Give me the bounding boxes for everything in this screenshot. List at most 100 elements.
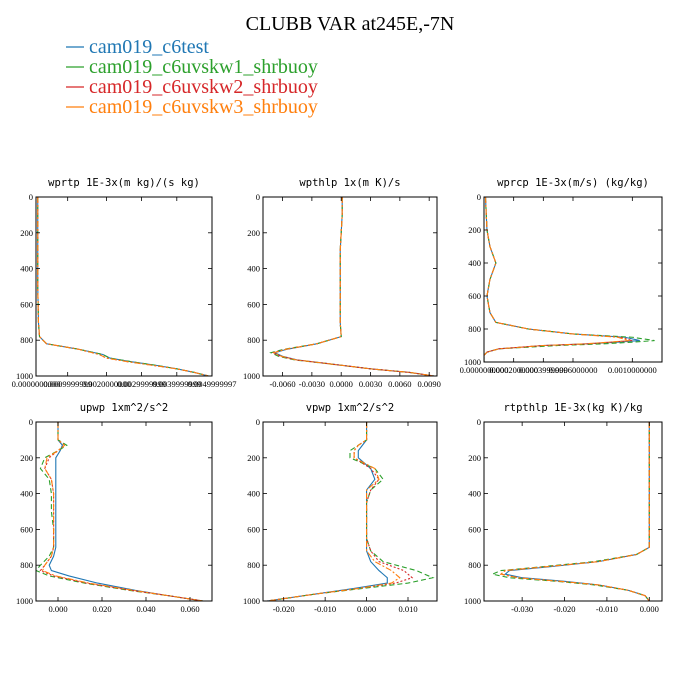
x-tick-label: -0.0030 [299,379,325,389]
y-tick-label: 200 [20,228,33,238]
y-tick-label: 1000 [16,371,33,381]
panel-title: vpwp 1xm^2/s^2 [306,402,395,414]
y-tick-label: 200 [247,453,260,463]
x-tick-label: 0.0003999999 [519,365,568,375]
legend-item: cam019_c6uvskw3_shrbuoy [66,96,318,118]
panels: wprtp 1E-3x(m kg)/(s kg) 0 200 400 600 800 100… [12,177,663,614]
y-tick-label: 200 [468,225,481,235]
x-tick-label: -0.020 [273,604,295,614]
series-line [267,422,401,601]
y-tick-label: 1000 [464,596,481,606]
x-tick-label: 0.040 [136,604,155,614]
series-line [271,197,435,376]
series-line [272,197,435,376]
x-tick-label: -0.030 [511,604,533,614]
panel-title: rtpthlp 1E-3x(kg K)/kg [503,402,642,414]
y-tick-label: 400 [20,489,33,499]
series-line [48,422,204,601]
x-tick-label: 0.000 [640,604,659,614]
plot-frame [483,196,663,363]
panel: wprtp 1E-3x(m kg)/(s kg) 0 200 400 600 800 100… [12,177,237,389]
legend-label: cam019_c6uvskw2_shrbuoy [89,76,318,98]
x-tick-label: -0.020 [554,604,576,614]
y-tick-label: 600 [20,299,33,309]
y-tick-label: 0 [477,417,481,427]
y-tick-label: 600 [468,524,481,534]
x-tick-label: 0.0010000000 [608,365,657,375]
plot-frame [262,196,438,377]
y-tick-label: 800 [468,560,481,570]
x-tick-label: 0.0090 [417,379,440,389]
x-tick-label: 0.0002000000 [489,365,538,375]
y-tick-label: 200 [247,228,260,238]
series-line [36,422,204,601]
x-tick-label: 0.0039999999 [152,379,201,389]
y-tick-label: 1000 [464,357,481,367]
legend: cam019_c6testcam019_c6uvskw1_shrbuoycam0… [66,36,318,118]
series-line [267,422,388,601]
series-group [37,197,209,376]
legend-item: cam019_c6uvskw2_shrbuoy [66,76,318,98]
y-tick-label: 600 [20,524,33,534]
panel-title: wprtp 1E-3x(m kg)/(s kg) [48,177,200,189]
y-tick-label: 0 [29,417,33,427]
x-tick-label: 0.0049999997 [188,379,237,389]
x-tick-label: 0.0000 [330,379,353,389]
series-line [273,197,435,376]
y-tick-label: 1000 [243,596,260,606]
series-line [37,197,209,376]
y-tick-label: 0 [29,192,33,202]
x-tick-label: -0.010 [314,604,336,614]
panel-title: upwp 1xm^2/s^2 [80,402,169,414]
plot-frame [35,196,213,377]
legend-label: cam019_c6uvskw1_shrbuoy [89,56,318,78]
x-tick-label: 0.0020000000 [82,379,131,389]
series-group [490,422,650,601]
y-tick-label: 1000 [243,371,260,381]
y-tick-label: 800 [20,335,33,345]
y-tick-label: 800 [20,560,33,570]
plot-frame [262,421,438,602]
series-line [269,197,435,376]
series-line [490,422,650,601]
series-line [499,422,650,601]
panel: wpthlp 1x(m K)/s 0 200 400 600 800 1000 -0.0060… [243,177,441,389]
series-group [484,197,655,362]
x-tick-label: -0.010 [596,604,618,614]
y-tick-label: 800 [247,335,260,345]
series-line [484,197,640,362]
legend-label: cam019_c6uvskw3_shrbuoy [89,96,318,118]
y-tick-label: 0 [256,417,260,427]
y-tick-label: 600 [247,299,260,309]
y-tick-label: 800 [247,560,260,570]
panel: wprcp 1E-3x(m/s) (kg/kg) 0 200 400 600 800 100… [460,177,663,375]
y-tick-label: 200 [468,453,481,463]
y-tick-label: 400 [468,489,481,499]
x-tick-label: 0.000 [48,604,67,614]
x-tick-label: 0.0009999999 [43,379,92,389]
series-line [499,422,650,601]
x-tick-label: 0.060 [180,604,199,614]
panel: vpwp 1xm^2/s^2 0 200 400 600 800 1000 -0.020 -0.… [243,402,438,614]
y-tick-label: 400 [468,258,481,268]
panel: rtpthlp 1E-3x(kg K)/kg 0 200 400 600 800 1000 -… [464,402,663,614]
series-line [37,197,209,376]
series-line [484,197,630,362]
series-line [484,197,655,362]
y-tick-label: 400 [247,489,260,499]
x-tick-label: -0.0060 [269,379,295,389]
figure-title: CLUBB VAR at245E,-7N [246,13,455,35]
y-tick-label: 200 [20,453,33,463]
series-line [267,422,435,601]
legend-item: cam019_c6uvskw1_shrbuoy [66,56,318,78]
series-group [267,422,435,601]
series-group [269,197,435,376]
y-tick-label: 600 [247,524,260,534]
series-line [37,197,209,376]
legend-label: cam019_c6test [89,36,209,58]
panel-title: wprcp 1E-3x(m/s) (kg/kg) [497,177,649,189]
series-line [41,422,204,601]
series-line [503,422,650,601]
series-line [267,422,414,601]
